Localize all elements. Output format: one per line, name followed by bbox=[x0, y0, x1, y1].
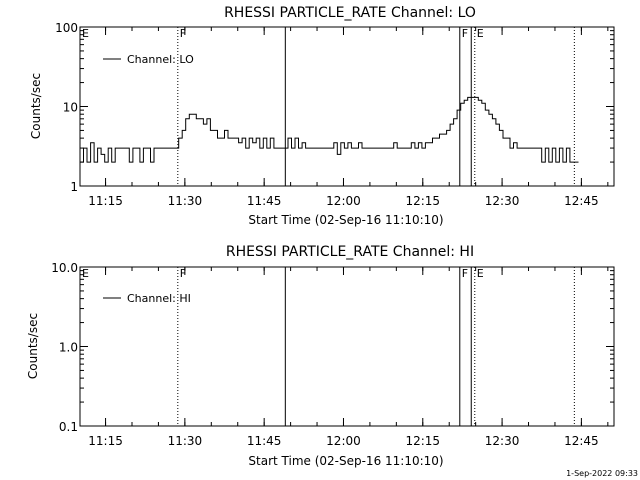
event-marker-label: E bbox=[477, 267, 484, 280]
chart-title-lo: RHESSI PARTICLE_RATE Channel: LO bbox=[224, 5, 476, 21]
y-tick-label: 10.0 bbox=[51, 261, 78, 275]
x-ticks-lo: 11:15 11:30 11:45 12:00 12:15 12:30 12:45 bbox=[88, 27, 609, 208]
x-tick-label: 12:45 bbox=[564, 434, 599, 448]
y-axis-label-lo: Counts/sec bbox=[29, 73, 43, 139]
chart-title-hi: RHESSI PARTICLE_RATE Channel: HI bbox=[226, 244, 474, 260]
series-line bbox=[80, 96, 579, 163]
x-axis-label-hi: Start Time (02-Sep-16 11:10:10) bbox=[248, 454, 443, 468]
x-tick-label: 11:15 bbox=[88, 434, 123, 448]
y-tick-label: 0.1 bbox=[59, 420, 78, 434]
x-tick-label: 12:00 bbox=[326, 194, 361, 208]
x-tick-label: 12:30 bbox=[485, 194, 520, 208]
x-tick-label: 11:45 bbox=[247, 194, 282, 208]
x-tick-label: 12:15 bbox=[405, 434, 440, 448]
y-tick-label: 1.0 bbox=[59, 341, 78, 355]
x-axis-label-lo: Start Time (02-Sep-16 11:10:10) bbox=[248, 213, 443, 227]
x-ticks-hi: 11:15 11:30 11:45 12:00 12:15 12:30 12:45 bbox=[88, 267, 609, 448]
event-marker-label: F bbox=[462, 27, 468, 40]
event-marker-label: E bbox=[477, 27, 484, 40]
plot-frame-lo bbox=[79, 26, 615, 187]
legend-hi: Channel: HI bbox=[103, 292, 191, 305]
panel-lo: RHESSI PARTICLE_RATE Channel: LO 11:15 11… bbox=[29, 5, 615, 227]
plot-frame-hi bbox=[79, 266, 615, 427]
legend-label-lo: Channel: LO bbox=[127, 53, 194, 66]
x-tick-label: 11:45 bbox=[247, 434, 282, 448]
event-marker-label: F bbox=[180, 267, 186, 280]
legend-label-hi: Channel: HI bbox=[127, 292, 191, 305]
event-marker-label: E bbox=[82, 267, 89, 280]
x-tick-label: 11:30 bbox=[168, 194, 203, 208]
y-tick-label: 10 bbox=[63, 101, 78, 115]
x-tick-label: 12:15 bbox=[405, 194, 440, 208]
event-marker-label: E bbox=[82, 27, 89, 40]
legend-lo: Channel: LO bbox=[103, 53, 194, 66]
x-tick-label: 12:30 bbox=[485, 434, 520, 448]
event-marker-label: F bbox=[462, 267, 468, 280]
y-ticks-hi: 0.1 1.0 10.0 bbox=[51, 261, 614, 434]
y-tick-label: 1 bbox=[70, 180, 78, 194]
x-tick-label: 12:00 bbox=[326, 434, 361, 448]
x-tick-label: 11:15 bbox=[88, 194, 123, 208]
x-tick-label: 12:45 bbox=[564, 194, 599, 208]
y-axis-label-hi: Counts/sec bbox=[26, 313, 40, 379]
x-tick-label: 11:30 bbox=[168, 434, 203, 448]
event-marker-label: F bbox=[180, 27, 186, 40]
footer-timestamp: 1-Sep-2022 09:33 bbox=[566, 469, 638, 478]
y-tick-label: 100 bbox=[55, 21, 78, 35]
panel-hi: RHESSI PARTICLE_RATE Channel: HI 11:15 11… bbox=[26, 244, 615, 468]
series-lo bbox=[80, 96, 579, 163]
y-ticks-lo: 1 10 100 bbox=[55, 21, 614, 194]
